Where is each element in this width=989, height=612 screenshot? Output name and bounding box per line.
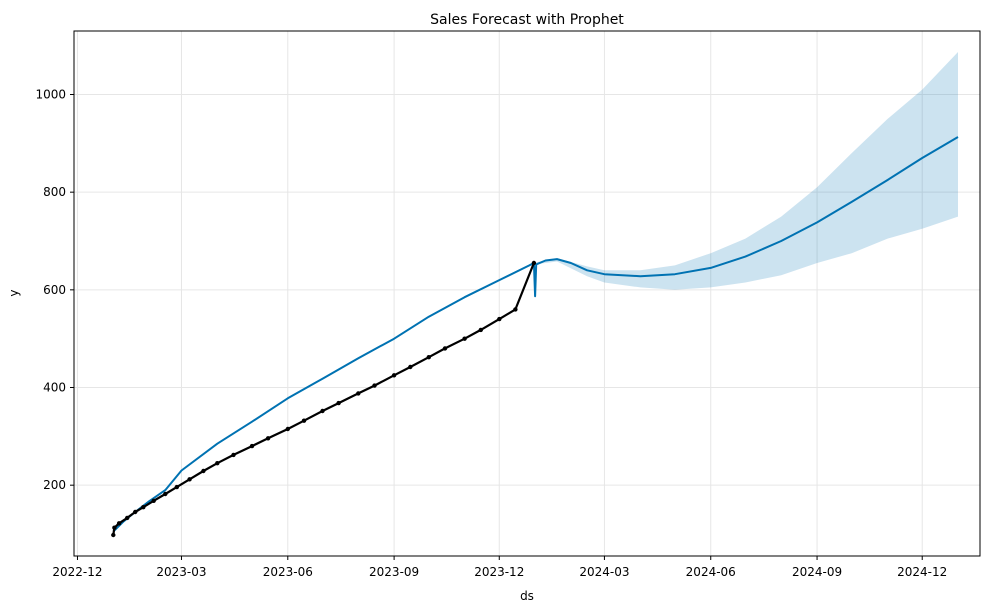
x-tick-label: 2023-06 [263, 565, 313, 579]
observed-point [497, 316, 502, 322]
observed-point [151, 498, 156, 503]
observed-point [478, 327, 483, 333]
observed-point [513, 307, 518, 312]
observed-point [187, 477, 192, 482]
observed-point [356, 391, 361, 396]
observed-points-layer [111, 260, 537, 538]
x-tick-label: 2023-03 [156, 565, 206, 579]
grid [74, 31, 980, 556]
x-tick-label: 2023-12 [474, 565, 524, 579]
observed-point [163, 491, 168, 497]
observed-point [372, 383, 377, 388]
observed-point [249, 443, 255, 449]
observed-point [215, 461, 220, 466]
observed-point [231, 452, 236, 458]
observed-point [531, 260, 537, 266]
y-tick-label: 600 [43, 283, 66, 297]
y-axis-ticks: 200 400 600 800 1000 [35, 87, 74, 492]
y-tick-label: 800 [43, 185, 66, 199]
x-tick-label: 2024-12 [897, 565, 947, 579]
chart-title: Sales Forecast with Prophet [430, 12, 624, 28]
x-axis-ticks: 2022-12 2023-03 2023-06 2023-09 2023-12 2024-… [52, 556, 947, 579]
y-axis-label: y [7, 289, 21, 296]
forecast-line-layer [112, 136, 959, 533]
y-tick-label: 200 [43, 478, 66, 492]
observed-point [112, 525, 117, 530]
observed-point [301, 418, 307, 423]
observed-point [174, 484, 179, 490]
observed-point [462, 336, 467, 341]
observed-point [133, 509, 138, 515]
x-tick-label: 2024-09 [792, 565, 842, 579]
observed-point [116, 521, 122, 526]
observed-point [442, 346, 448, 351]
observed-point [141, 505, 146, 510]
observed-point [320, 408, 325, 414]
observed-point [426, 355, 431, 360]
observed-point [285, 426, 290, 432]
x-tick-label: 2024-06 [686, 565, 736, 579]
plot-frame [73, 30, 981, 557]
observed-point [125, 515, 130, 521]
x-tick-label: 2022-12 [52, 565, 102, 579]
observed-point [111, 532, 116, 538]
y-tick-label: 400 [43, 381, 66, 395]
observed-point [201, 468, 206, 474]
observed-point [408, 364, 413, 370]
forecast-line [112, 136, 959, 533]
x-tick-label: 2024-03 [579, 565, 629, 579]
x-axis-label: ds [520, 589, 534, 603]
observed-point [336, 400, 341, 406]
observed-point [391, 373, 397, 378]
observed-point [265, 436, 271, 441]
y-tick-label: 1000 [35, 87, 66, 101]
x-tick-label: 2023-09 [369, 565, 419, 579]
